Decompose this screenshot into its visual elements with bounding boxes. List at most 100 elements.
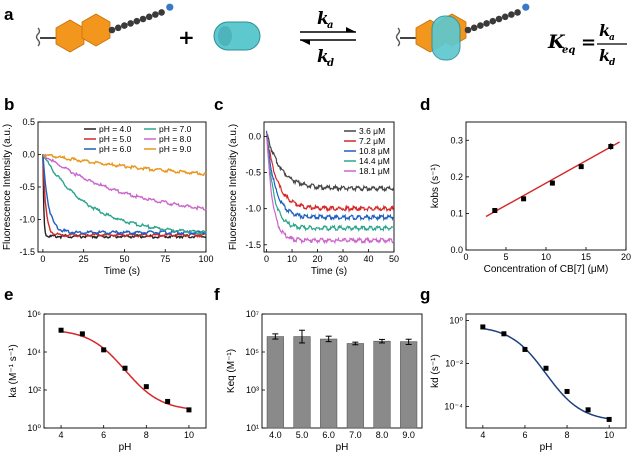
y-tick-label: 0.0	[22, 150, 35, 160]
bar-7.0	[346, 343, 364, 429]
x-tick-label: 4.0	[269, 430, 282, 440]
x-tick-label: 6	[522, 430, 527, 440]
keq-denominator-sub: d	[609, 58, 616, 68]
legend-label: pH = 5.0	[99, 134, 132, 144]
chart-g: 4 6 8 10 pH 10⁰ 10⁻² 10⁻⁴ kd (s⁻¹)	[430, 313, 627, 453]
bar-9.0	[400, 341, 418, 429]
x-axis-label: Time (s)	[311, 266, 347, 277]
keq-numerator: k	[599, 21, 610, 40]
y-tick-label: 10⁻²	[445, 358, 463, 368]
panel-label-a: a	[4, 5, 14, 24]
bead	[114, 24, 122, 32]
y-tick-label: 10⁷	[246, 309, 259, 319]
legend-label: 14.4 μM	[359, 156, 390, 166]
x-tick-label: 0	[264, 254, 269, 264]
keq-symbol: K	[547, 31, 566, 53]
series-line-181	[265, 133, 395, 245]
chart-c: 0 10 20 30 40 50 Time (s) -1.5 -1.0 -0.5 0.0 Fluore…	[228, 121, 399, 277]
y-tick-label: 10⁶	[27, 309, 41, 319]
data-point	[143, 384, 149, 390]
x-tick-label: 4	[480, 430, 485, 440]
hexagon-icon	[81, 13, 111, 47]
data-point	[165, 398, 171, 404]
y-axis-label: Keq (M⁻¹)	[226, 349, 237, 393]
legend-label: pH = 7.0	[159, 124, 192, 134]
x-tick-label: 10	[287, 254, 297, 264]
y-tick-label: 0.1	[450, 208, 463, 218]
y-axis-label: ka (M⁻¹ s⁻¹)	[8, 344, 19, 397]
y-tick-label: 10⁵	[245, 347, 259, 357]
x-tick-label: 10	[604, 430, 614, 440]
x-axis-label: pH	[119, 442, 132, 453]
panel-label-g: g	[420, 285, 430, 304]
panel-label-b: b	[4, 95, 14, 114]
y-tick-label: 10⁰	[27, 423, 41, 433]
x-tick-label: 10	[184, 430, 194, 440]
plot-frame	[43, 313, 207, 429]
panel-label-f: f	[214, 285, 220, 304]
x-tick-label: 50	[119, 254, 129, 264]
x-tick-label: 7.0	[349, 430, 362, 440]
bead	[145, 13, 153, 21]
bar-5.0	[293, 336, 311, 429]
data-point	[101, 347, 107, 353]
keq-equation: K eq = k a k d	[547, 21, 627, 68]
plus-sign: +	[178, 25, 195, 49]
legend: pH = 4.0pH = 5.0pH = 6.0 pH = 7.0pH = 8.0…	[84, 124, 192, 154]
data-point	[549, 180, 555, 186]
y-tick-label: 10¹	[246, 423, 259, 433]
panel-label-e: e	[4, 285, 13, 304]
x-tick-label: 8	[565, 430, 570, 440]
keq-equals: =	[581, 32, 596, 53]
panel-label-d: d	[420, 95, 430, 114]
legend-label: pH = 8.0	[159, 134, 192, 144]
bead	[158, 9, 165, 16]
y-tick-label: 0.0	[450, 245, 463, 255]
x-tick-label: 0	[40, 254, 45, 264]
bead	[464, 26, 472, 34]
y-axis-label: Fluorescence Intensity (a.u.)	[228, 124, 239, 250]
chart-f: 4.0 5.0 6.0 7.0 8.0 9.0 pH 10¹ 10³ 10⁵ 10⁷ Keq (M⁻¹…	[226, 309, 423, 453]
series-line-90	[42, 153, 207, 176]
bead	[108, 26, 116, 34]
legend-label: pH = 6.0	[99, 144, 132, 154]
keq-subscript: eq	[562, 45, 575, 56]
equilibrium-arrows	[300, 27, 356, 45]
plot-frame	[465, 313, 627, 429]
legend-label: pH = 9.0	[159, 144, 192, 154]
legend-label: 10.8 μM	[359, 146, 390, 156]
x-tick-label: 5	[503, 252, 508, 262]
fit-curve	[482, 327, 610, 420]
x-tick-label: 25	[79, 254, 89, 264]
bar-8.0	[373, 340, 391, 429]
x-tick-label: 20	[313, 254, 323, 264]
data-point	[578, 164, 584, 170]
data-point	[501, 331, 507, 337]
x-axis-label: Concentration of CB[7] (μM)	[484, 264, 609, 275]
data-point	[186, 407, 192, 413]
data-point	[521, 196, 527, 202]
x-tick-label: 6.0	[322, 430, 335, 440]
data-point	[58, 327, 64, 333]
y-tick-label: 10⁻⁴	[444, 401, 463, 411]
x-tick-label: 30	[338, 254, 348, 264]
bead	[501, 13, 509, 21]
y-tick-label: 0.2	[450, 172, 463, 182]
bead	[508, 11, 515, 18]
data-point	[564, 388, 570, 394]
panel-label-c: c	[214, 95, 223, 114]
series-line-80	[42, 153, 207, 211]
x-tick-label: 10	[541, 252, 551, 262]
fit-line	[485, 141, 620, 218]
x-tick-label: 8.0	[376, 430, 389, 440]
series-line-70	[42, 155, 207, 235]
y-tick-label: 10²	[28, 385, 41, 395]
x-tick-label: 8	[144, 430, 149, 440]
data-point	[480, 324, 486, 330]
legend-label: 3.6 μM	[359, 126, 385, 136]
x-tick-label: 5.0	[296, 430, 309, 440]
bead	[152, 11, 159, 18]
rate-kd-label: k	[317, 47, 329, 67]
